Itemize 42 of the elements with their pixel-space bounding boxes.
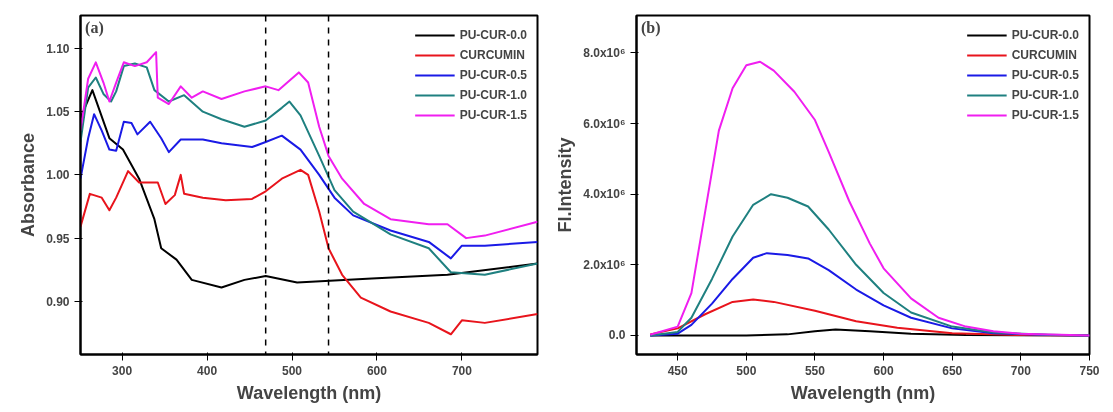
x-tick-label: 500 [282, 363, 303, 378]
y-tick-label: 2.0x10⁶ [583, 257, 626, 272]
y-tick-label: 0.90 [46, 294, 70, 309]
y-tick-label: 6.0x10⁶ [583, 116, 626, 131]
legend-label: PU-CUR-0.0 [1011, 28, 1079, 42]
x-tick-label: 450 [667, 363, 689, 378]
legend-label: PU-CUR-1.0 [459, 88, 527, 102]
legend-label: PU-CUR-1.0 [1011, 88, 1079, 102]
x-tick-label: 400 [197, 363, 218, 378]
x-axis-title: Wavelength (nm) [236, 382, 382, 403]
legend-label: PU-CUR-1.5 [459, 108, 527, 122]
legend-label: PU-CUR-0.5 [1011, 68, 1079, 82]
y-tick-label: 0.95 [46, 231, 70, 246]
x-tick-label: 600 [366, 363, 388, 378]
line-series [80, 51, 538, 240]
y-tick-label: 1.05 [46, 105, 70, 120]
x-tick-label: 650 [942, 363, 963, 378]
y-tick-label: 4.0x10⁶ [583, 187, 626, 202]
x-tick-label: 500 [736, 363, 757, 378]
x-tick-label: 600 [873, 363, 894, 378]
legend-label: CURCUMIN [459, 48, 525, 62]
x-tick-label: 700 [451, 363, 473, 378]
y-tick-label: 1.00 [46, 168, 70, 183]
line-series [80, 168, 538, 336]
y-tick-label: 0.0 [608, 328, 626, 343]
legend-label: PU-CUR-0.0 [459, 28, 527, 42]
annotation: (b) [641, 18, 661, 37]
x-axis-title: Wavelength (nm) [790, 382, 936, 403]
legend-label: PU-CUR-0.5 [459, 68, 527, 82]
x-tick-label: 750 [1079, 363, 1100, 378]
y-tick-label: 1.10 [46, 41, 70, 56]
x-tick-label: 700 [1010, 363, 1032, 378]
legend-label: CURCUMIN [1011, 48, 1077, 62]
x-tick-label: 300 [112, 363, 133, 378]
legend-label: PU-CUR-1.5 [1011, 108, 1079, 122]
annotation: (a) [85, 18, 104, 37]
x-tick-label: 550 [804, 363, 826, 378]
y-tick-label: 8.0x10⁶ [583, 45, 626, 60]
line-series [80, 62, 538, 276]
line-series [649, 60, 1090, 337]
y-axis-title: Fl.Intensity [555, 137, 576, 233]
y-axis-title: Absorbance [18, 132, 39, 238]
